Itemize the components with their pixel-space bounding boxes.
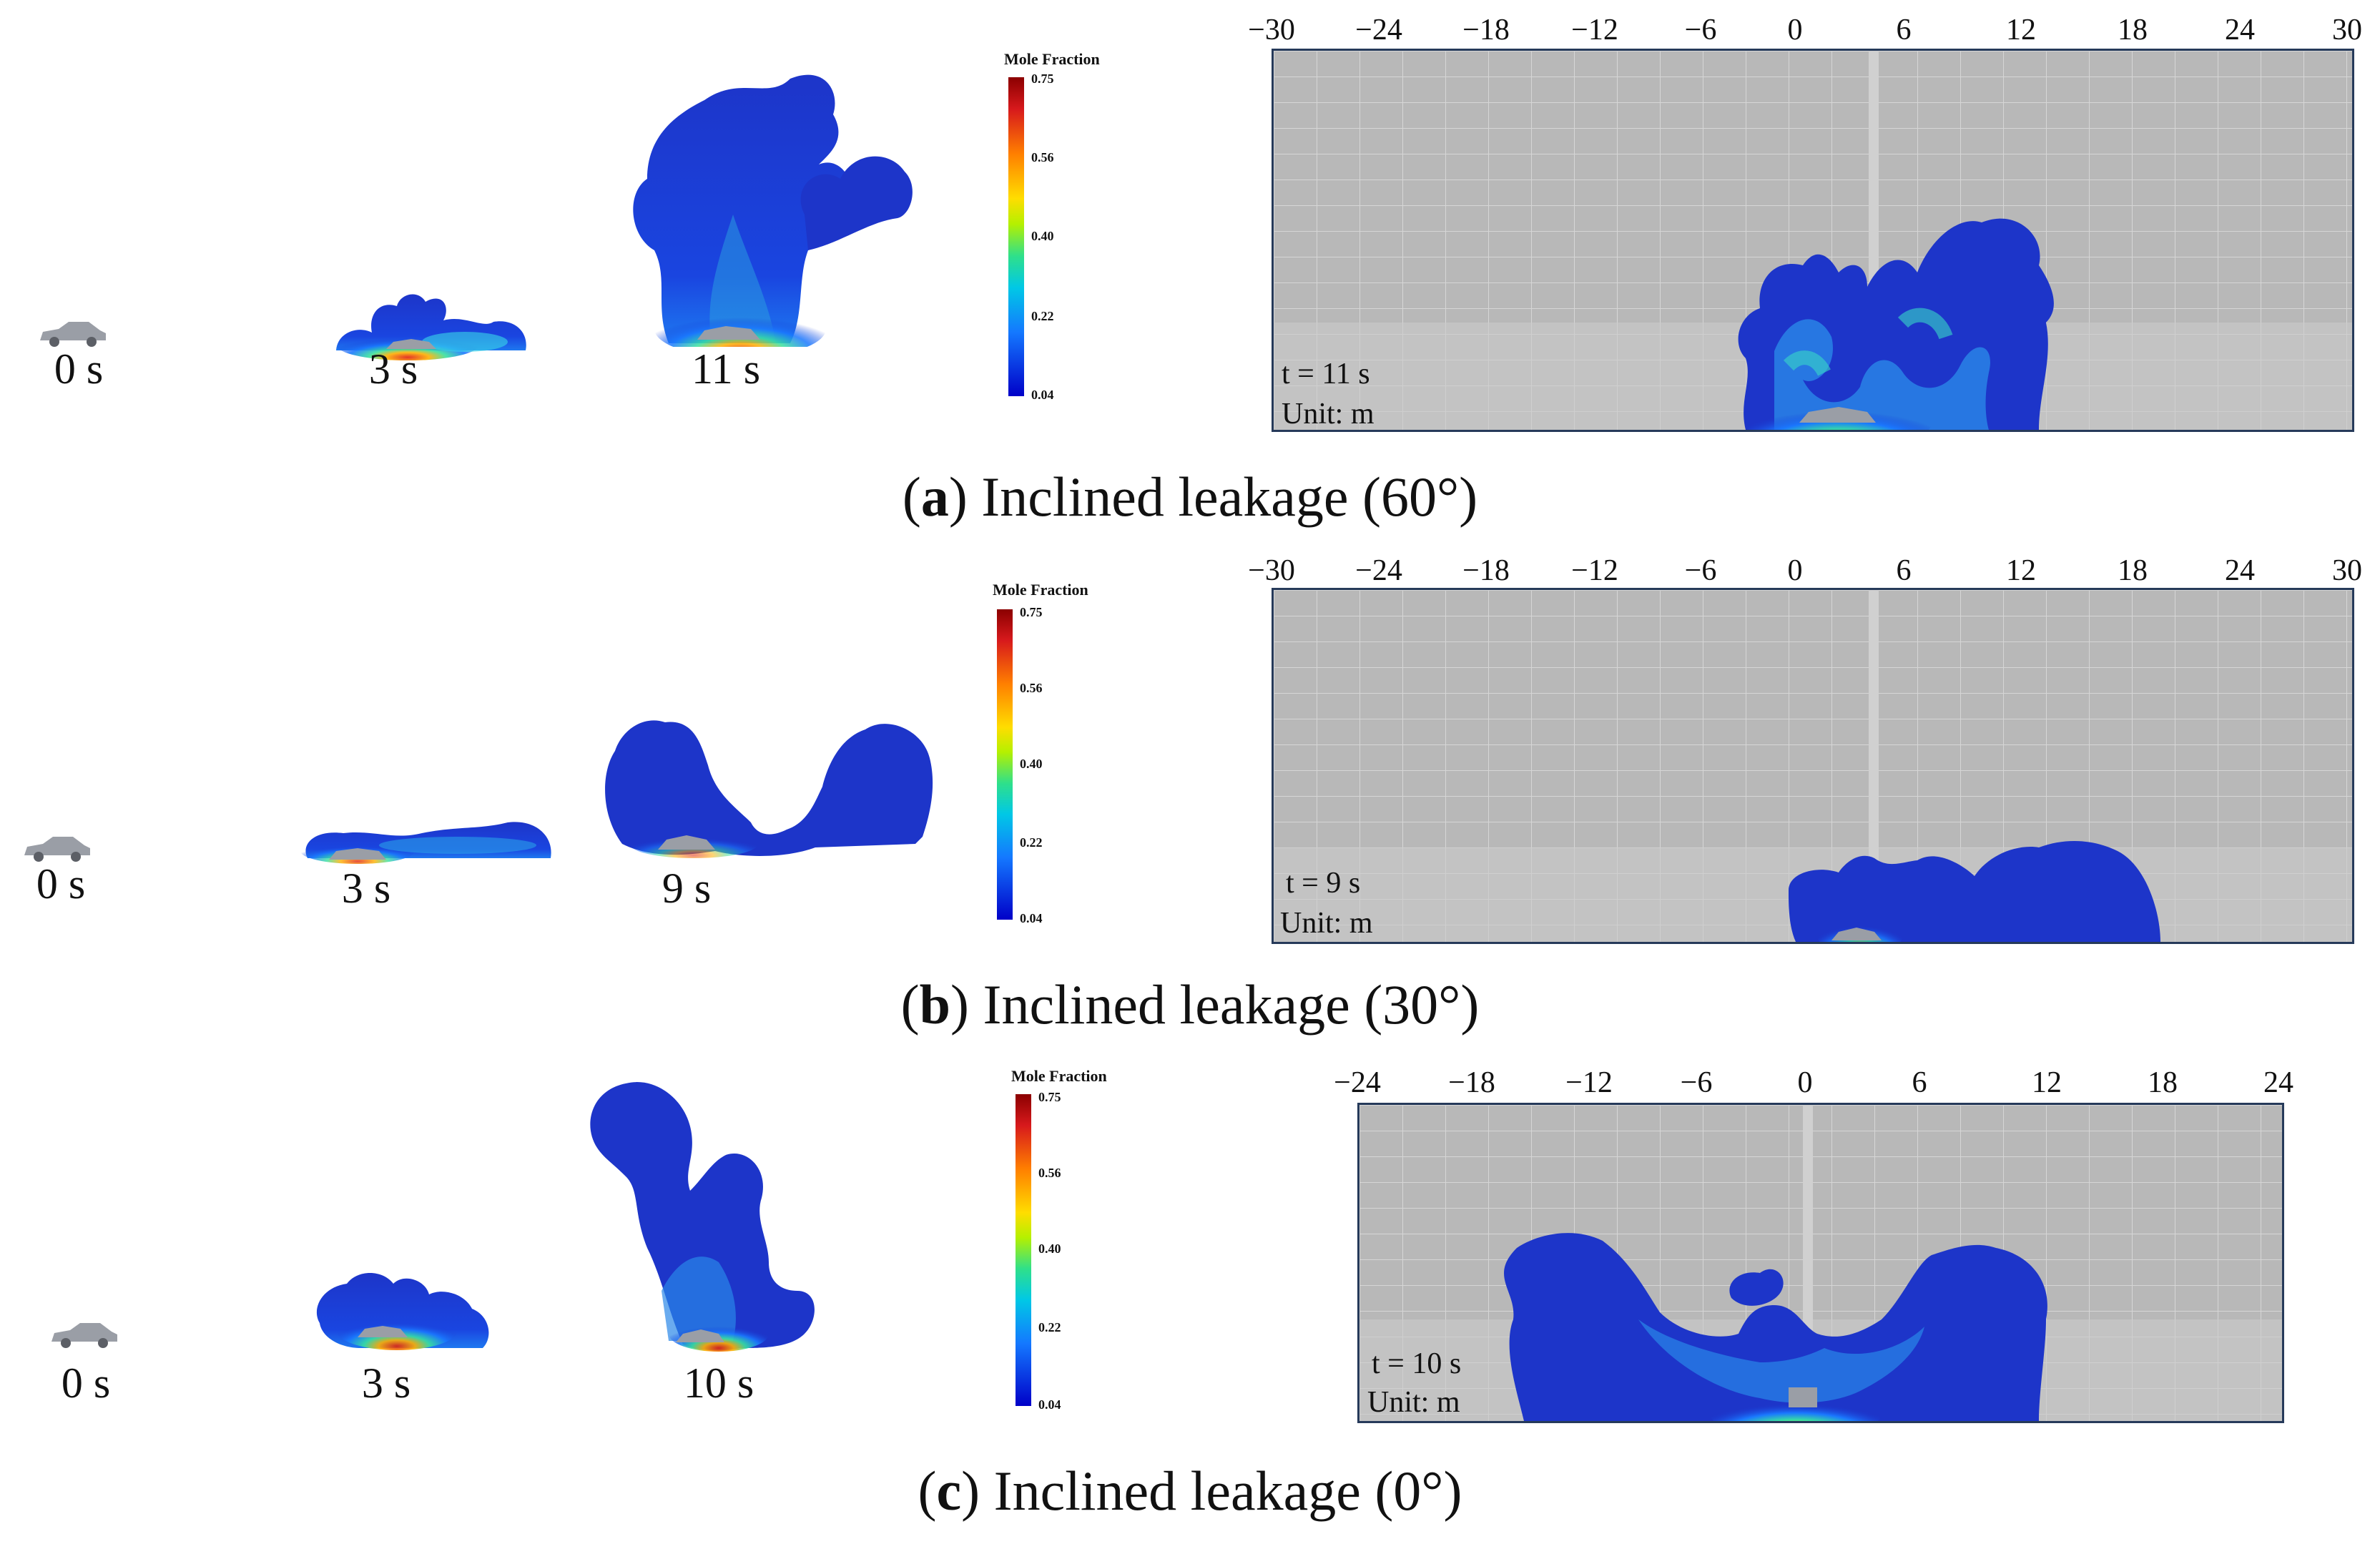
car-icon bbox=[40, 322, 106, 347]
dispersion-cloud-3s bbox=[336, 294, 526, 360]
x-tick: 30 bbox=[2332, 554, 2362, 587]
plot-unit-label: Unit: m bbox=[1280, 907, 1373, 940]
x-tick: −24 bbox=[1334, 1066, 1381, 1099]
plot-time-label: t = 11 s bbox=[1282, 358, 1370, 390]
x-tick: 6 bbox=[1912, 1066, 1927, 1099]
caption-letter: a bbox=[920, 466, 949, 528]
car-icon bbox=[24, 837, 90, 862]
time-label-0: 0 s bbox=[36, 860, 86, 908]
colorbar-title: Mole Fraction bbox=[1004, 50, 1100, 68]
colorbar-tick: 0.04 bbox=[1031, 388, 1054, 402]
x-tick: −6 bbox=[1680, 1066, 1713, 1099]
x-tick: −12 bbox=[1571, 554, 1618, 587]
x-tick: −24 bbox=[1355, 554, 1402, 587]
x-tick: 24 bbox=[2225, 554, 2255, 587]
caption-letter: c bbox=[936, 1460, 962, 1522]
panel-b: 0 s 3 s 9 s Mole Fraction 0.75 0.56 0.40… bbox=[0, 544, 2380, 1058]
x-tick: 12 bbox=[2006, 14, 2036, 46]
x-tick: 24 bbox=[2225, 14, 2255, 46]
colorbar bbox=[997, 609, 1013, 920]
x-tick: 24 bbox=[2263, 1066, 2293, 1099]
plot-unit-label: Unit: m bbox=[1367, 1386, 1460, 1419]
plot-unit-label: Unit: m bbox=[1282, 398, 1375, 431]
dispersion-cloud-3s bbox=[316, 1273, 489, 1350]
x-tick: −30 bbox=[1248, 14, 1295, 46]
time-label-2: 10 s bbox=[683, 1359, 754, 1407]
colorbar bbox=[1016, 1094, 1031, 1406]
x-tick: 12 bbox=[2006, 554, 2036, 587]
colorbar-tick: 0.04 bbox=[1038, 1397, 1061, 1412]
x-tick: 6 bbox=[1896, 14, 1912, 46]
colorbar-tick: 0.56 bbox=[1031, 150, 1054, 164]
colorbar-title: Mole Fraction bbox=[993, 581, 1088, 599]
caption-text: Inclined leakage (60°) bbox=[967, 466, 1478, 528]
caption-a: (a) Inclined leakage (60°) bbox=[902, 466, 1478, 528]
x-tick: 6 bbox=[1896, 554, 1912, 587]
time-label-0: 0 s bbox=[61, 1359, 111, 1407]
x-tick: −18 bbox=[1462, 14, 1510, 46]
colorbar-title: Mole Fraction bbox=[1011, 1067, 1107, 1085]
colorbar-tick: 0.56 bbox=[1038, 1166, 1061, 1180]
caption-b: (b) Inclined leakage (30°) bbox=[900, 973, 1480, 1036]
colorbar-tick: 0.75 bbox=[1031, 72, 1054, 86]
simulation-plot bbox=[1357, 1103, 2284, 1423]
x-tick: 18 bbox=[2118, 14, 2148, 46]
time-label-1: 3 s bbox=[368, 345, 418, 393]
time-label-0: 0 s bbox=[54, 345, 104, 393]
simulation-plot bbox=[1272, 49, 2354, 432]
x-tick: 30 bbox=[2332, 14, 2362, 46]
x-tick: −18 bbox=[1448, 1066, 1495, 1099]
dispersion-cloud-3s bbox=[300, 822, 551, 864]
dispersion-cloud-9s bbox=[605, 720, 933, 858]
colorbar-tick: 0.40 bbox=[1031, 229, 1054, 243]
colorbar-tick: 0.22 bbox=[1038, 1320, 1061, 1334]
colorbar-tick: 0.75 bbox=[1038, 1090, 1061, 1104]
x-tick: 0 bbox=[1787, 554, 1803, 587]
plot-time-label: t = 10 s bbox=[1372, 1347, 1462, 1380]
panel-a: 0 s 3 s 11 s Mole Fraction 0.75 0.56 0.4… bbox=[0, 0, 2380, 544]
x-tick: 0 bbox=[1797, 1066, 1813, 1099]
x-tick: −12 bbox=[1565, 1066, 1613, 1099]
dispersion-cloud-10s bbox=[590, 1082, 815, 1352]
colorbar-tick: 0.04 bbox=[1020, 911, 1043, 925]
colorbar-tick: 0.22 bbox=[1020, 835, 1043, 850]
time-label-1: 3 s bbox=[361, 1359, 411, 1407]
x-tick: 12 bbox=[2032, 1066, 2062, 1099]
dispersion-cloud-11s bbox=[633, 74, 913, 347]
caption-c: (c) Inclined leakage (0°) bbox=[918, 1460, 1462, 1522]
time-label-1: 3 s bbox=[341, 865, 391, 912]
x-tick: 18 bbox=[2118, 554, 2148, 587]
colorbar-tick: 0.40 bbox=[1038, 1241, 1061, 1256]
simulation-plot bbox=[1272, 588, 2354, 944]
x-tick: −30 bbox=[1248, 554, 1295, 587]
x-tick: 18 bbox=[2148, 1066, 2178, 1099]
caption-text: Inclined leakage (0°) bbox=[980, 1460, 1462, 1522]
x-tick: −24 bbox=[1355, 14, 1402, 46]
x-tick: −18 bbox=[1462, 554, 1510, 587]
plot-time-label: t = 9 s bbox=[1286, 867, 1361, 900]
colorbar-tick: 0.75 bbox=[1020, 605, 1043, 619]
caption-text: Inclined leakage (30°) bbox=[969, 973, 1480, 1036]
time-label-2: 11 s bbox=[691, 345, 761, 393]
x-tick: −6 bbox=[1684, 554, 1717, 587]
x-tick: −6 bbox=[1684, 14, 1717, 46]
x-tick: −12 bbox=[1571, 14, 1618, 46]
colorbar-tick: 0.22 bbox=[1031, 309, 1054, 323]
colorbar bbox=[1008, 77, 1024, 396]
colorbar-tick: 0.40 bbox=[1020, 757, 1043, 771]
panel-c: 0 s 3 s 10 s Mole Fraction 0.75 0.56 0.4… bbox=[0, 1058, 2380, 1544]
caption-letter: b bbox=[919, 973, 951, 1036]
x-tick: 0 bbox=[1787, 14, 1803, 46]
car-icon bbox=[51, 1323, 117, 1348]
time-label-2: 9 s bbox=[662, 865, 712, 912]
colorbar-tick: 0.56 bbox=[1020, 681, 1043, 695]
